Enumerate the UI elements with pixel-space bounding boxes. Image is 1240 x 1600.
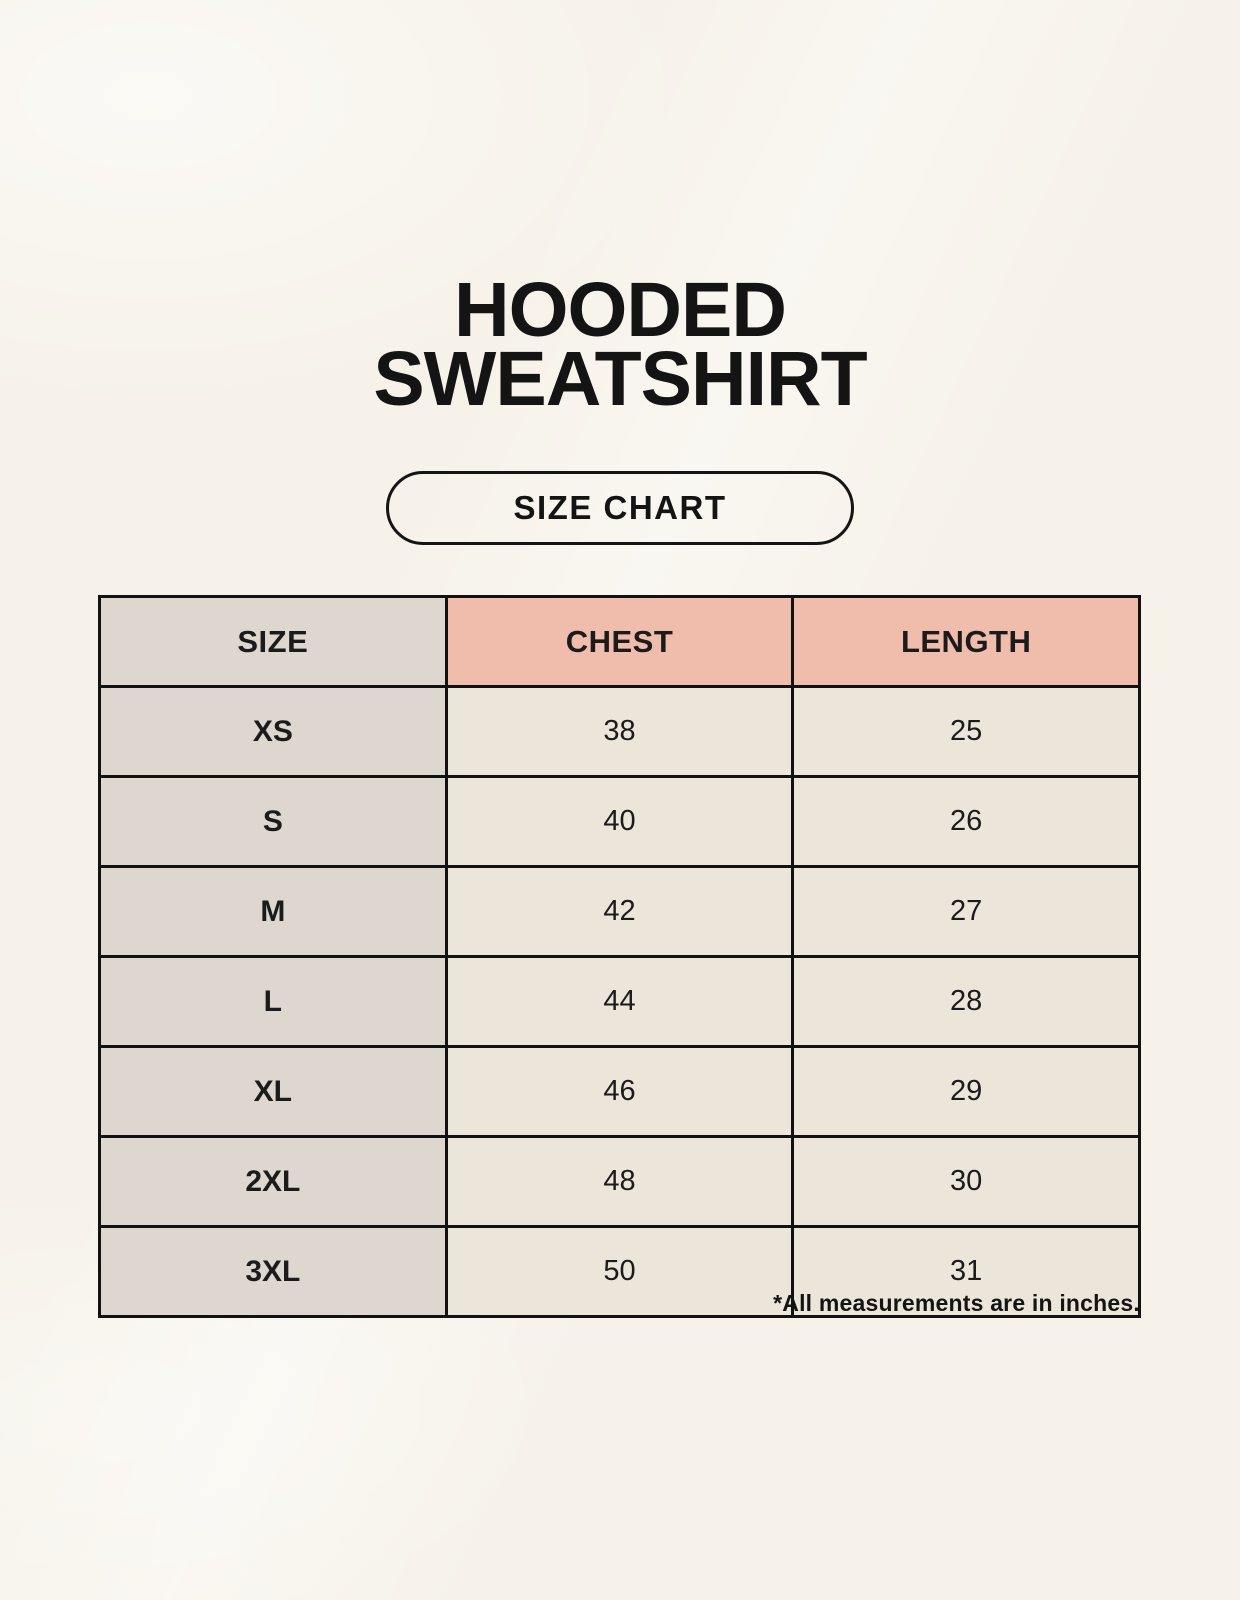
table-row-2xl: 2XL 48 30 — [98, 1135, 1141, 1228]
length-value: 31 — [791, 1225, 1141, 1318]
size-chart-badge: SIZE CHART — [386, 471, 854, 545]
table-row-s: S 40 26 — [98, 775, 1141, 868]
table-row-m: M 42 27 — [98, 865, 1141, 958]
title-line-1: HOODED — [454, 267, 787, 353]
length-value: 25 — [791, 685, 1141, 778]
column-header-chest: CHEST — [444, 595, 795, 688]
chest-value: 50 — [444, 1225, 795, 1318]
chest-value: 44 — [444, 955, 795, 1048]
table-row-l: L 44 28 — [98, 955, 1141, 1048]
size-label: 2XL — [98, 1135, 448, 1228]
table-row-xl: XL 46 29 — [98, 1045, 1141, 1138]
size-label: M — [98, 865, 448, 958]
table-header-row: SIZE CHEST LENGTH — [98, 595, 1141, 688]
chest-value: 48 — [444, 1135, 795, 1228]
table-row-3xl: 3XL 50 31 — [98, 1225, 1141, 1318]
length-value: 30 — [791, 1135, 1141, 1228]
chest-value: 40 — [444, 775, 795, 868]
chest-value: 38 — [444, 685, 795, 778]
size-label: XS — [98, 685, 448, 778]
measurements-footnote: *All measurements are in inches. — [773, 1290, 1140, 1316]
chest-value: 42 — [444, 865, 795, 958]
chest-value: 46 — [444, 1045, 795, 1138]
length-value: 27 — [791, 865, 1141, 958]
size-label: S — [98, 775, 448, 868]
size-label: XL — [98, 1045, 448, 1138]
column-header-length: LENGTH — [791, 595, 1141, 688]
length-value: 29 — [791, 1045, 1141, 1138]
size-chart-badge-label: SIZE CHART — [513, 489, 727, 526]
page-title: HOODED SWEATSHIRT — [0, 267, 1240, 423]
column-header-size: SIZE — [98, 595, 448, 688]
length-value: 26 — [791, 775, 1141, 868]
length-value: 28 — [791, 955, 1141, 1048]
table-row-xs: XS 38 25 — [98, 685, 1141, 778]
size-label: L — [98, 955, 448, 1048]
title-line-2: SWEATSHIRT — [373, 336, 867, 423]
size-chart-table: SIZE CHEST LENGTH XS 38 25 S 40 26 M 42 … — [98, 595, 1141, 1318]
size-label: 3XL — [98, 1225, 448, 1318]
